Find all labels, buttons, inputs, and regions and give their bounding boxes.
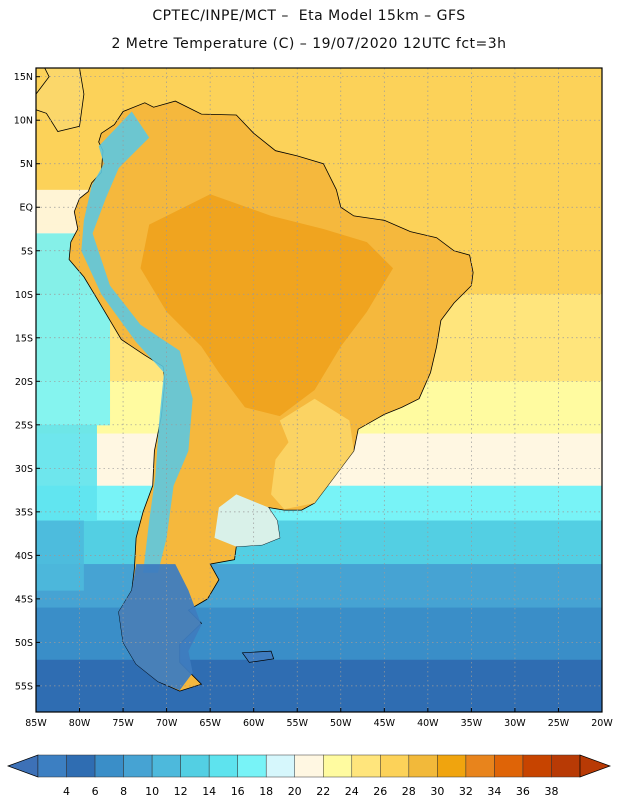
ocean-band	[36, 520, 602, 565]
lon-tick-label: 45W	[374, 718, 396, 729]
lat-tick-label: 15S	[15, 333, 33, 344]
colorbar-label: 16	[231, 785, 245, 798]
colorbar-label: 10	[145, 785, 159, 798]
colorbar-label: 24	[345, 785, 359, 798]
colorbar-label: 32	[459, 785, 473, 798]
colorbar-swatch	[351, 754, 381, 778]
central-america-land	[36, 68, 85, 132]
colorbar-swatch	[180, 754, 210, 778]
colorbar-swatch	[237, 754, 267, 778]
lon-tick-label: 55W	[286, 718, 308, 729]
lon-tick-label: 25W	[548, 718, 570, 729]
lon-tick-label: 75W	[112, 718, 134, 729]
map-frame	[35, 67, 603, 713]
pampas-zone	[214, 494, 280, 547]
colorbar-label: 26	[373, 785, 387, 798]
patagonia-cold-region	[118, 564, 202, 691]
colorbar-label: 28	[402, 785, 416, 798]
colorbar-label: 34	[487, 785, 501, 798]
colorbar-swatch	[522, 754, 552, 778]
colorbar-label: 6	[92, 785, 99, 798]
colorbar-swatch	[465, 754, 495, 778]
colorbar-swatch	[494, 754, 524, 778]
falkland-islands	[241, 650, 275, 663]
colorbar-swatch	[265, 754, 295, 778]
map-title-line1: CPTEC/INPE/MCT – Eta Model 15km – GFS	[152, 8, 466, 24]
colorbar-swatch	[294, 754, 324, 778]
lat-tick-label: 5N	[20, 159, 33, 170]
lat-tick-label: 50S	[15, 638, 33, 649]
lat-tick-label: 10S	[15, 290, 33, 301]
andes-cool-strip	[81, 111, 193, 573]
colorbar-label: 20	[288, 785, 302, 798]
colorbar-swatch	[66, 754, 96, 778]
lon-tick-label: 20W	[591, 718, 613, 729]
colorbar-swatch	[323, 754, 353, 778]
colorbar-swatch	[123, 754, 153, 778]
lon-tick-label: 80W	[69, 718, 91, 729]
lat-tick-label: 10N	[14, 116, 33, 127]
lat-tick-label: 25S	[15, 420, 33, 431]
colorbar-label: 30	[430, 785, 444, 798]
colorbar-label: 12	[174, 785, 188, 798]
colorbar-swatch	[380, 754, 410, 778]
lon-tick-label: 30W	[504, 718, 526, 729]
colorbar-swatch	[408, 754, 438, 778]
axis-ticks: 15N 10N 5N EQ 5S 10S 15S 20S 25S 30S 35S 40S 45S 50S 5…	[14, 72, 614, 729]
lon-tick-label: 65W	[199, 718, 221, 729]
ocean-band	[36, 659, 602, 712]
lat-tick-label: 55S	[15, 681, 33, 692]
lat-tick-label: 45S	[15, 594, 33, 605]
lon-tick-label: 60W	[243, 718, 265, 729]
colorbar-label: 8	[120, 785, 127, 798]
lon-tick-label: 70W	[156, 718, 178, 729]
lon-tick-label: 35W	[461, 718, 483, 729]
lat-tick-label: 5S	[21, 246, 33, 257]
lon-tick-label: 85W	[25, 718, 47, 729]
lon-tick-label: 40W	[417, 718, 439, 729]
colorbar-label: 36	[516, 785, 530, 798]
graticule	[36, 68, 602, 712]
lat-tick-label: 15N	[14, 72, 33, 83]
colorbar-label: 38	[545, 785, 559, 798]
colorbar-label: 22	[316, 785, 330, 798]
lat-tick-label: 40S	[15, 551, 33, 562]
lat-tick-label: 30S	[15, 464, 33, 475]
pacific-band	[36, 424, 97, 522]
colorbar-min-arrow	[6, 754, 39, 778]
colorbar-swatch	[437, 754, 467, 778]
colorbar-swatch	[37, 754, 67, 778]
colorbar-swatch	[208, 754, 238, 778]
warm-interior-region	[140, 194, 393, 417]
colorbar-label: 14	[202, 785, 216, 798]
lat-tick-label: 20S	[15, 377, 33, 388]
lat-tick-label: 35S	[15, 507, 33, 518]
colorbar-label: 18	[259, 785, 273, 798]
southern-brazil-zone	[271, 398, 354, 510]
colorbar-label: 4	[63, 785, 70, 798]
map-title-line2: 2 Metre Temperature (C) – 19/07/2020 12U…	[111, 36, 507, 52]
lat-tick-label: EQ	[20, 203, 33, 214]
colorbar-swatch	[94, 754, 124, 778]
map-field	[36, 68, 602, 712]
lon-tick-label: 50W	[330, 718, 352, 729]
ocean-band	[36, 564, 602, 609]
colorbar-max-arrow	[579, 754, 612, 778]
colorbar-swatch	[551, 754, 581, 778]
colorbar: 4 6 8 10 12 14 16 18 20 22 24 26 28 30 32 34 36 38	[6, 754, 612, 798]
colorbar-swatch	[151, 754, 181, 778]
